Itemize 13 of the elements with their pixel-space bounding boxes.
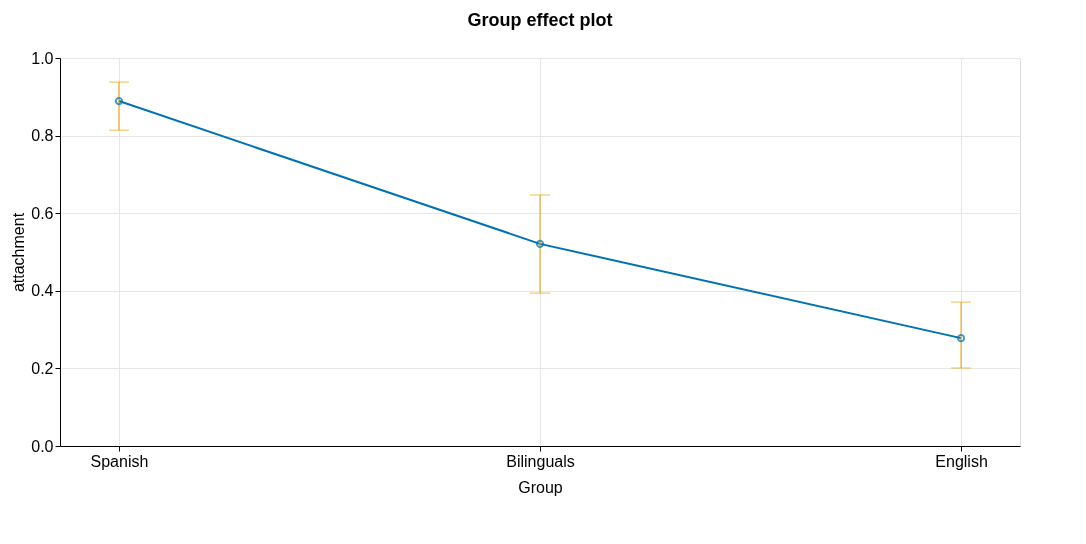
y-tick-label: 1.0 [31,49,54,67]
y-axis-title: attachment [10,212,28,293]
y-tick-label: 0.8 [31,127,54,145]
x-tick-label: Bilinguals [506,452,575,470]
x-tick-label: Spanish [90,452,149,470]
point [535,239,545,249]
y-tick-label: 0.6 [31,204,54,222]
x-tick-label: English [935,452,988,470]
y-tick-label: 0.2 [31,359,54,377]
chart-title: Group effect plot [467,10,613,30]
y-tick-label: 0.4 [31,282,54,300]
y-tick-label: 0.0 [31,437,54,455]
x-axis-title: Group [518,478,563,496]
